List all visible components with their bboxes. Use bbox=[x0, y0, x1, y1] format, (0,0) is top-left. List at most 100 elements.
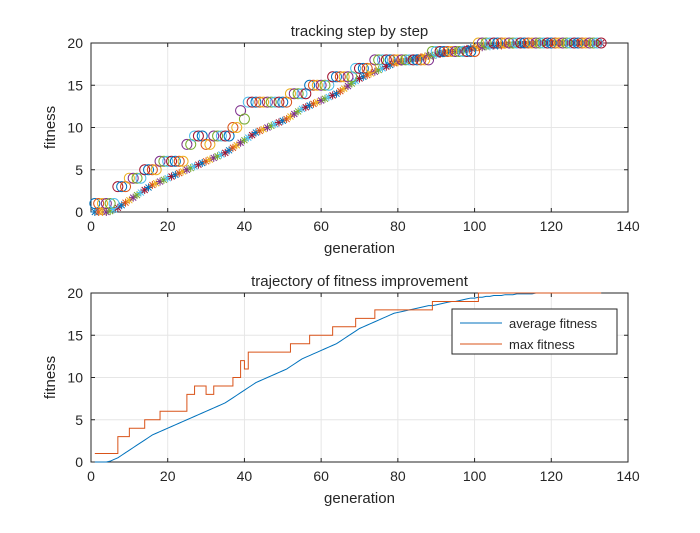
max-circle-point bbox=[518, 37, 530, 49]
max-circle-point bbox=[350, 62, 362, 74]
max-circle-point bbox=[327, 71, 339, 83]
max-circle-point bbox=[304, 79, 316, 91]
max-circle-point bbox=[127, 172, 139, 184]
max-circle-point bbox=[476, 37, 488, 49]
avg-star-point bbox=[129, 193, 138, 202]
y-tick-label: 5 bbox=[75, 412, 83, 428]
max-circle-point bbox=[169, 155, 181, 167]
max-circle-point bbox=[553, 37, 565, 49]
max-circle-point bbox=[131, 172, 143, 184]
chart-title: tracking step by step bbox=[291, 23, 429, 40]
max-circle-point bbox=[215, 130, 227, 142]
max-circle-point bbox=[503, 37, 515, 49]
star-stroke bbox=[114, 204, 122, 212]
max-circle-point bbox=[461, 45, 473, 57]
max-circle-point bbox=[407, 54, 419, 66]
max-circle-point bbox=[392, 54, 404, 66]
star-stroke bbox=[133, 191, 141, 199]
max-circle-point bbox=[104, 198, 116, 210]
max-circle-point bbox=[388, 54, 400, 66]
max-circle-point bbox=[530, 37, 542, 49]
max-circle-point bbox=[181, 138, 193, 150]
y-tick-label: 10 bbox=[67, 370, 83, 386]
max-circle-point bbox=[369, 54, 381, 66]
max-circle-point bbox=[453, 45, 465, 57]
max-circle-point bbox=[173, 155, 185, 167]
x-tick-label: 80 bbox=[390, 218, 406, 234]
max-circle-point bbox=[434, 45, 446, 57]
max-circle-point bbox=[438, 45, 450, 57]
max-circle-point bbox=[484, 37, 496, 49]
max-circle-point bbox=[242, 96, 254, 108]
star-stroke bbox=[248, 131, 256, 139]
max-circle-point bbox=[143, 164, 155, 176]
max-circle-point bbox=[154, 155, 166, 167]
star-stroke bbox=[597, 39, 605, 47]
max-circle-point bbox=[258, 96, 270, 108]
max-circle-point bbox=[576, 37, 588, 49]
max-circle-point bbox=[292, 88, 304, 100]
max-circle-point bbox=[200, 138, 212, 150]
x-tick-label: 40 bbox=[237, 218, 253, 234]
avg-star-point bbox=[336, 87, 345, 96]
max-circle-point bbox=[97, 198, 109, 210]
max-circle-point bbox=[123, 172, 135, 184]
star-stroke bbox=[294, 108, 302, 115]
y-tick-label: 20 bbox=[67, 285, 83, 301]
star-stroke bbox=[340, 85, 348, 92]
x-tick-label: 60 bbox=[313, 468, 329, 484]
star-stroke bbox=[336, 87, 344, 95]
max-circle-point bbox=[380, 54, 392, 66]
max-circle-point bbox=[587, 37, 599, 49]
max-circle-point bbox=[526, 37, 538, 49]
max-circle-point bbox=[269, 96, 281, 108]
x-tick-label: 120 bbox=[540, 218, 564, 234]
max-circle-point bbox=[146, 164, 158, 176]
max-circle-point bbox=[568, 37, 580, 49]
max-circle-point bbox=[465, 45, 477, 57]
max-circle-point bbox=[319, 79, 331, 91]
max-circle-point bbox=[442, 45, 454, 57]
star-stroke bbox=[129, 194, 137, 201]
y-tick-label: 5 bbox=[75, 162, 83, 178]
max-circle-point bbox=[584, 37, 596, 49]
max-circle-point bbox=[572, 37, 584, 49]
max-circle-point bbox=[522, 37, 534, 49]
max-circle-point bbox=[219, 130, 231, 142]
max-circle-point bbox=[192, 130, 204, 142]
star-stroke bbox=[126, 196, 133, 204]
star-stroke bbox=[283, 115, 290, 123]
max-circle-point bbox=[373, 54, 385, 66]
x-tick-label: 0 bbox=[87, 218, 95, 234]
x-tick-label: 40 bbox=[237, 468, 253, 484]
max-circle-point bbox=[549, 37, 561, 49]
y-tick-label: 10 bbox=[67, 120, 83, 136]
plot-frame bbox=[90, 292, 629, 463]
max-circle-point bbox=[296, 88, 308, 100]
max-circle-point bbox=[189, 130, 201, 142]
star-stroke bbox=[229, 144, 237, 152]
y-tick-label: 0 bbox=[75, 454, 83, 470]
series-line-max-fitness bbox=[94, 292, 602, 455]
x-axis-label: generation bbox=[324, 490, 395, 507]
max-circle-point bbox=[342, 71, 354, 83]
max-circle-point bbox=[538, 37, 550, 49]
x-tick-label: 20 bbox=[160, 218, 176, 234]
avg-star-point bbox=[236, 138, 245, 147]
max-circle-point bbox=[541, 37, 553, 49]
max-circle-point bbox=[227, 122, 239, 133]
star-stroke bbox=[287, 113, 294, 120]
plot-frame bbox=[90, 42, 629, 213]
avg-star-point bbox=[125, 196, 134, 205]
max-circle-point bbox=[426, 45, 438, 57]
series-line-average-fitness bbox=[94, 292, 602, 463]
max-circle-point bbox=[288, 88, 300, 100]
max-circle-point bbox=[507, 37, 519, 49]
max-circle-point bbox=[315, 79, 327, 91]
star-stroke bbox=[333, 90, 340, 98]
max-circle-point bbox=[277, 96, 289, 108]
avg-star-point bbox=[290, 109, 299, 118]
max-circle-point bbox=[591, 37, 603, 49]
y-tick-label: 15 bbox=[67, 327, 83, 343]
